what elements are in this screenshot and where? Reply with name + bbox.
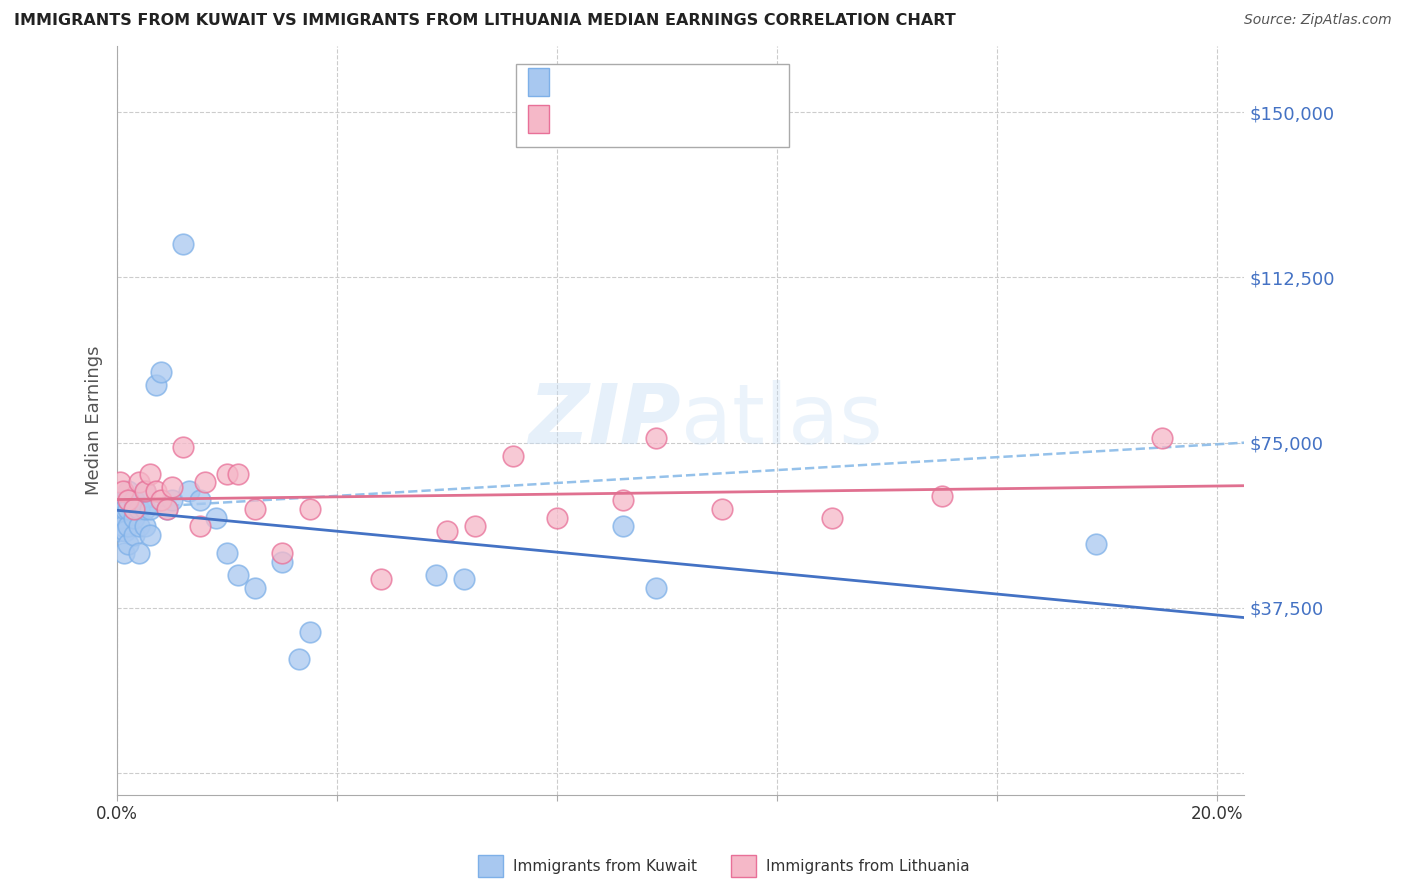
Point (156, 501, 179, 516)
Point (160, 480, 183, 494)
Point (122, 528, 145, 542)
Point (243, 501, 266, 516)
Point (172, 237, 194, 252)
Point (194, 475, 217, 490)
Point (110, 510, 132, 524)
Point (645, 581, 668, 595)
Point (122, 510, 145, 524)
Point (502, 449, 524, 463)
Point (226, 467, 249, 481)
Point (188, 492, 211, 507)
Point (134, 484, 156, 499)
Point (150, 365, 173, 379)
Point (117, 537, 139, 551)
Point (172, 440, 194, 454)
Point (145, 378, 167, 392)
Y-axis label: Median Earnings: Median Earnings (86, 346, 103, 495)
Point (436, 524, 458, 538)
Point (122, 501, 145, 516)
Point (134, 501, 156, 516)
Point (188, 519, 211, 533)
Point (612, 492, 634, 507)
Text: Source: ZipAtlas.com: Source: ZipAtlas.com (1244, 13, 1392, 28)
Point (145, 484, 167, 499)
Point (1084, 537, 1107, 551)
Point (645, 431, 668, 445)
Text: atlas: atlas (681, 380, 883, 461)
Point (271, 555, 294, 569)
Point (134, 519, 156, 533)
Point (298, 501, 321, 516)
Text: IMMIGRANTS FROM KUWAIT VS IMMIGRANTS FROM LITHUANIA MEDIAN EARNINGS CORRELATION : IMMIGRANTS FROM KUWAIT VS IMMIGRANTS FRO… (14, 13, 956, 29)
Point (271, 546, 294, 560)
Point (177, 484, 200, 499)
Point (108, 501, 131, 516)
Point (156, 501, 179, 516)
Point (117, 501, 139, 516)
Point (111, 484, 134, 499)
Text: 30: 30 (655, 111, 678, 128)
Point (205, 510, 228, 524)
Point (114, 524, 136, 538)
Point (117, 492, 139, 507)
Point (243, 581, 266, 595)
Point (711, 501, 734, 516)
Point (217, 467, 239, 481)
Text: N =: N = (628, 73, 661, 91)
Text: Immigrants from Kuwait: Immigrants from Kuwait (513, 859, 697, 873)
Text: ZIP: ZIP (529, 380, 681, 461)
Point (226, 567, 249, 582)
Point (931, 489, 953, 503)
Point (108, 475, 131, 490)
Point (612, 519, 634, 533)
Point (287, 651, 309, 665)
Point (122, 492, 145, 507)
Point (1150, 431, 1173, 445)
Point (108, 524, 131, 538)
Text: 0.182: 0.182 (585, 111, 644, 128)
Point (128, 519, 150, 533)
Point (217, 546, 239, 560)
Point (139, 528, 162, 542)
Text: R =: R = (555, 73, 586, 91)
Point (112, 546, 135, 560)
Point (821, 510, 844, 524)
Point (150, 492, 173, 507)
Point (134, 484, 156, 499)
Point (128, 546, 150, 560)
Point (464, 519, 486, 533)
Point (111, 519, 134, 533)
Text: 42: 42 (655, 73, 679, 91)
Point (111, 492, 134, 507)
Point (453, 572, 475, 586)
Text: Immigrants from Lithuania: Immigrants from Lithuania (766, 859, 970, 873)
Text: R =: R = (555, 111, 586, 128)
Text: N =: N = (628, 111, 661, 128)
Point (160, 492, 183, 507)
Point (425, 567, 447, 582)
Point (139, 467, 162, 481)
Point (117, 519, 139, 533)
Point (128, 501, 150, 516)
Point (546, 510, 568, 524)
Point (370, 572, 392, 586)
Point (139, 501, 162, 516)
Point (298, 625, 321, 640)
Point (128, 475, 150, 490)
Text: 0.063: 0.063 (585, 73, 638, 91)
Point (117, 484, 139, 499)
Point (114, 501, 136, 516)
